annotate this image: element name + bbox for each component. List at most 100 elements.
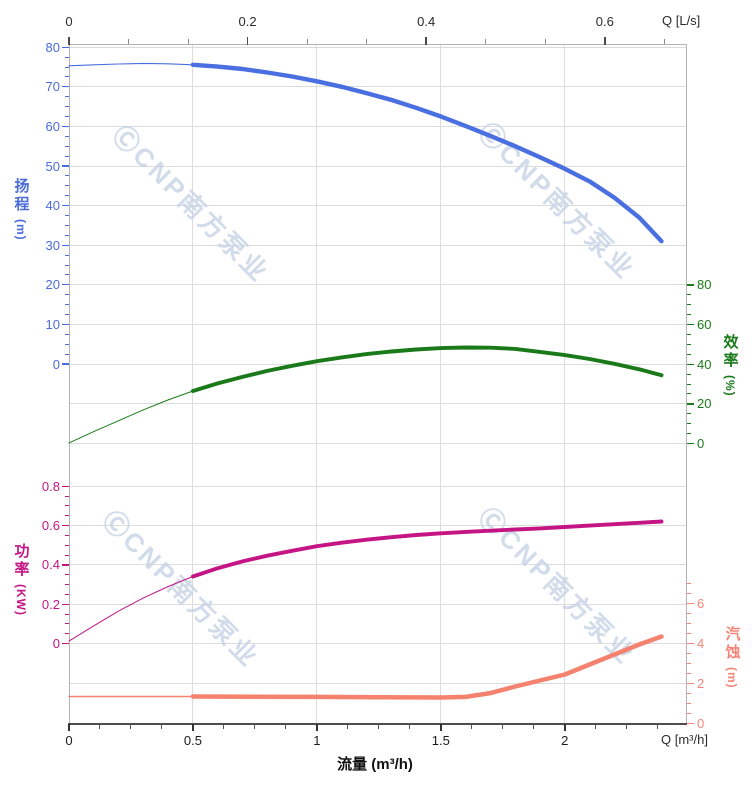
head-axis-tick xyxy=(62,284,69,286)
head-axis-tick xyxy=(62,205,69,207)
npsh-axis-minor-tick xyxy=(687,633,691,634)
efficiency-axis-tick xyxy=(687,323,694,326)
npsh-axis-minor-tick xyxy=(687,673,691,674)
top-axis-minor-tick xyxy=(544,39,546,44)
h-gridline xyxy=(69,125,686,127)
head-axis-minor-tick xyxy=(65,304,69,306)
top-axis-minor-tick xyxy=(485,39,487,44)
head-axis-minor-tick xyxy=(65,135,69,137)
bottom-axis-minor-tick xyxy=(378,724,380,729)
head-axis-tick xyxy=(62,323,69,326)
efficiency-curve xyxy=(190,345,664,393)
bottom-axis-minor-tick xyxy=(626,724,628,729)
power-axis-tick xyxy=(62,642,69,645)
head-axis-tick xyxy=(62,46,69,48)
power-axis-title: 功率 (KW) xyxy=(8,543,34,616)
npsh-axis-tick-label: 0 xyxy=(697,716,705,731)
bottom-axis-minor-tick xyxy=(409,724,411,729)
efficiency-axis-minor-tick xyxy=(687,294,691,296)
head-axis-minor-tick xyxy=(65,343,69,345)
power-axis-minor-tick xyxy=(65,584,69,586)
top-axis-tick-label: 0.4 xyxy=(417,14,436,29)
power-axis-minor-tick xyxy=(65,574,69,576)
power-axis-title-text: 功率 xyxy=(12,543,30,579)
efficiency-axis-tick-label: 40 xyxy=(697,356,712,372)
efficiency-axis-tick-label: 0 xyxy=(697,436,705,451)
v-gridline xyxy=(440,44,442,724)
bottom-axis-tick xyxy=(564,724,566,731)
head-axis-minor-tick xyxy=(65,56,69,58)
power-axis-minor-tick xyxy=(65,505,69,507)
head-axis-minor-tick xyxy=(65,314,69,315)
bottom-axis-minor-tick xyxy=(285,724,287,729)
efficiency-axis-minor-tick xyxy=(687,393,691,395)
npsh-axis-minor-tick xyxy=(687,653,691,654)
bottom-axis-minor-tick xyxy=(254,724,256,729)
h-gridline xyxy=(69,46,686,48)
npsh-axis-minor-tick xyxy=(687,713,691,714)
npsh-axis-minor-tick xyxy=(687,583,691,584)
head-axis-unit: (m) xyxy=(14,219,28,241)
h-gridline xyxy=(69,683,686,684)
efficiency-axis-tick xyxy=(687,363,694,365)
efficiency-axis-minor-tick xyxy=(687,433,691,435)
efficiency-axis-tick xyxy=(687,442,694,445)
h-gridline xyxy=(69,525,686,527)
bottom-axis-minor-tick xyxy=(533,724,535,729)
top-axis-minor-tick xyxy=(187,39,189,44)
top-axis-tick-label: 0 xyxy=(65,14,73,29)
head-axis-tick-label: 20 xyxy=(45,277,60,293)
npsh-axis-title: 汽蚀 (m) xyxy=(719,626,745,689)
h-gridline xyxy=(69,165,686,167)
h-gridline xyxy=(69,603,686,605)
h-gridline xyxy=(69,205,686,207)
bottom-axis-minor-tick xyxy=(595,724,597,729)
power-axis-tick-label: 0.2 xyxy=(41,596,60,612)
top-axis-tick xyxy=(425,37,427,45)
x-axis-title: 流量 (m³/h) xyxy=(337,756,413,773)
efficiency-axis-minor-tick xyxy=(687,423,691,425)
npsh-axis-tick-label: 2 xyxy=(697,676,705,691)
bottom-axis-tick xyxy=(192,724,194,731)
head-axis-tick xyxy=(62,363,69,365)
head-axis-title: 扬程 (m) xyxy=(8,178,34,241)
npsh-axis-unit: (m) xyxy=(725,667,739,689)
power-axis-minor-tick xyxy=(65,633,69,635)
npsh-axis-minor-tick xyxy=(687,593,691,594)
power-axis-minor-tick xyxy=(65,613,69,615)
power-axis-minor-tick xyxy=(65,554,69,556)
efficiency-axis-tick xyxy=(687,403,694,405)
bottom-axis-minor-tick xyxy=(502,724,504,729)
power-axis-minor-tick xyxy=(65,593,69,595)
head-axis-tick xyxy=(62,244,69,246)
head-axis-tick xyxy=(62,165,69,167)
npsh-axis-minor-tick xyxy=(687,613,691,614)
bottom-axis-minor-tick xyxy=(161,724,163,729)
head-axis-minor-tick xyxy=(65,234,69,236)
head-axis-minor-tick xyxy=(65,264,69,266)
bottom-axis-minor-tick xyxy=(657,724,659,729)
top-axis-tick xyxy=(246,37,249,45)
head-axis-tick xyxy=(62,86,69,88)
v-gridline xyxy=(192,44,194,724)
bottom-axis-minor-tick xyxy=(99,724,101,729)
head-axis-minor-tick xyxy=(65,185,69,187)
top-axis-tick-label: 0.2 xyxy=(238,14,257,29)
bottom-axis-tick-label: 0.5 xyxy=(183,733,202,748)
power-curve xyxy=(190,519,664,579)
npsh-axis-tick-label: 4 xyxy=(697,636,705,651)
power-axis-minor-tick xyxy=(65,544,69,546)
head-axis-minor-tick xyxy=(65,353,69,355)
bottom-axis-minor-tick xyxy=(471,724,473,729)
head-axis-minor-tick xyxy=(65,195,69,197)
power-curve-thin xyxy=(68,576,194,642)
top-axis-tick xyxy=(604,37,606,45)
bottom-axis-tick xyxy=(316,724,318,731)
bottom-axis-minor-tick xyxy=(223,724,225,729)
efficiency-axis-minor-tick xyxy=(687,413,691,415)
h-gridline xyxy=(69,363,686,365)
x-axis-line xyxy=(68,723,687,725)
power-axis-minor-tick xyxy=(65,623,69,625)
top-axis-minor-tick xyxy=(366,39,368,44)
